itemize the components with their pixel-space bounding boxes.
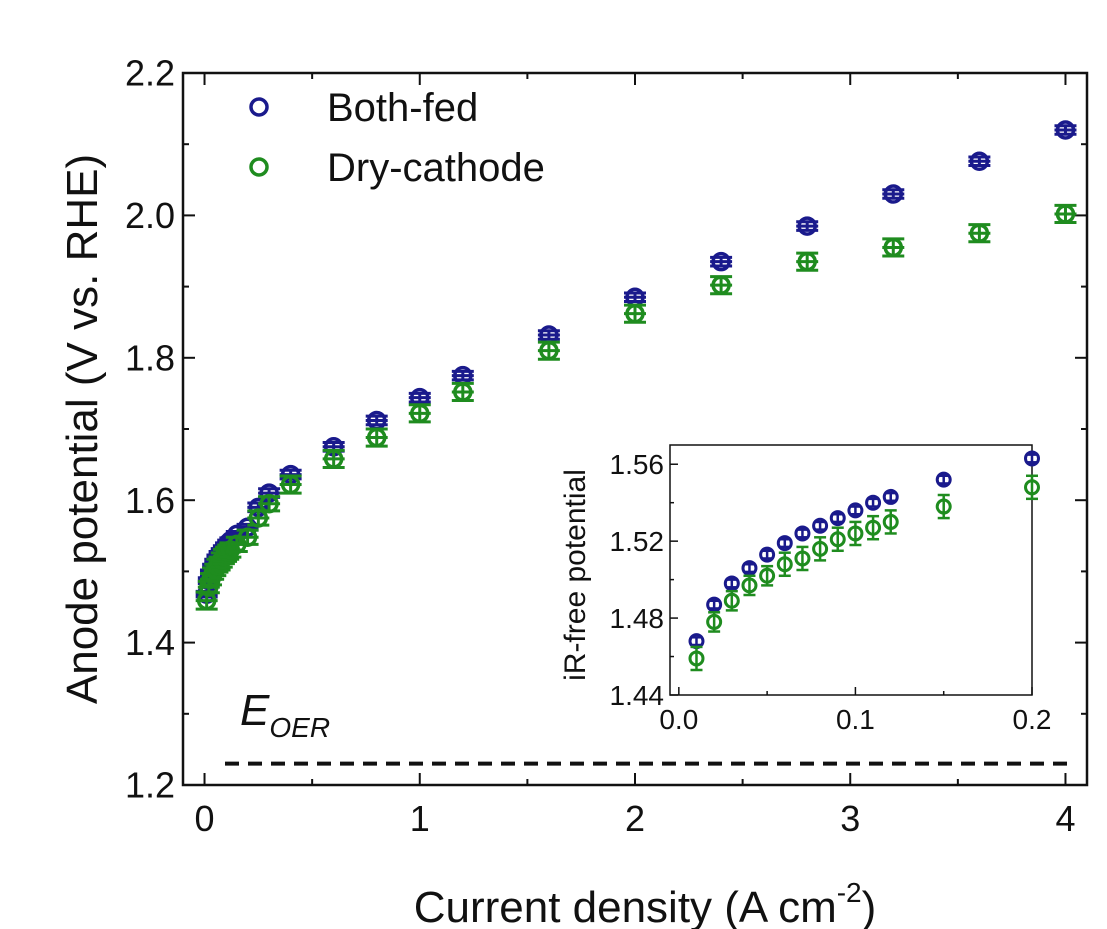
legend-label-both-fed: Both-fed xyxy=(327,86,478,130)
inset-x-tick-label: 0.0 xyxy=(659,704,698,735)
inset-point xyxy=(935,498,952,515)
main-data-marks xyxy=(195,120,1077,611)
main-point xyxy=(711,275,731,295)
main-point xyxy=(323,449,344,469)
inset-series-dry-cathode xyxy=(688,474,1040,672)
inset-point xyxy=(935,471,952,488)
main-point xyxy=(453,382,473,402)
oer-annotation: EOER xyxy=(240,686,330,743)
main-point xyxy=(797,251,817,272)
main-point xyxy=(280,474,301,495)
legend-marker-dry-cathode xyxy=(249,157,269,177)
inset-point xyxy=(759,546,776,563)
main-x-axis-label-close: ) xyxy=(862,883,877,929)
inset-point xyxy=(882,488,899,505)
main-point xyxy=(1055,120,1076,140)
main-x-axis-label-text: Current density (A cm xyxy=(414,883,837,929)
main-y-tick-label: 2.2 xyxy=(125,53,175,94)
inset-y-axis-label: iR-free potential xyxy=(559,469,592,681)
main-axis-ticks: 0 1 2 3 4 1.2 1.4 1.6 1.8 2.0 2.2 xyxy=(125,53,1087,839)
inset-point xyxy=(688,650,705,667)
inset-data-marks xyxy=(688,450,1040,672)
inset-point xyxy=(1024,479,1040,496)
main-point xyxy=(711,251,731,272)
inset-point xyxy=(847,525,864,542)
inset-plot: 0.0 0.1 0.2 1.44 1.48 1.52 1.56 iR-free potent… xyxy=(559,444,1052,735)
main-point xyxy=(969,151,990,172)
main-point xyxy=(237,527,258,547)
main-y-axis-label: Anode potential (V vs. RHE) xyxy=(58,154,107,704)
inset-point xyxy=(865,519,882,536)
main-point xyxy=(883,237,904,258)
main-y-tick-label: 2.0 xyxy=(125,195,175,236)
inset-point xyxy=(759,567,776,584)
inset-point xyxy=(812,517,829,534)
main-point xyxy=(1055,204,1076,224)
main-y-tick-label: 1.2 xyxy=(125,765,175,806)
inset-background xyxy=(670,445,1032,695)
main-point xyxy=(366,427,387,448)
inset-axis-ticks: 0.0 0.1 0.2 1.44 1.48 1.52 1.56 xyxy=(610,449,1052,735)
inset-x-tick-label: 0.2 xyxy=(1013,704,1052,735)
main-x-tick-label: 3 xyxy=(840,798,860,839)
inset-point xyxy=(812,540,829,557)
main-x-axis-label: Current density (A cm-2) xyxy=(414,877,877,929)
main-point xyxy=(625,303,645,324)
main-y-tick-label: 1.8 xyxy=(125,337,175,378)
main-point xyxy=(259,494,279,514)
legend-marker-both-fed xyxy=(249,97,269,117)
main-x-axis-label-sup: -2 xyxy=(837,877,862,908)
main-x-tick-label: 1 xyxy=(410,798,430,839)
inset-point xyxy=(794,525,811,542)
main-point xyxy=(539,340,559,361)
oer-annotation-subscript: OER xyxy=(269,712,330,743)
inset-point xyxy=(723,592,740,609)
inset-point xyxy=(741,577,758,594)
main-plot: 0 1 2 3 4 1.2 1.4 1.6 1.8 2.0 2.2 Anode potential … xyxy=(58,53,1089,929)
inset-y-tick-label: 1.56 xyxy=(610,449,665,480)
inset-point xyxy=(829,531,846,548)
inset-point xyxy=(865,494,882,511)
inset-point xyxy=(847,502,864,519)
inset-point xyxy=(776,535,793,552)
inset-y-tick-label: 1.48 xyxy=(610,603,665,634)
main-y-tick-label: 1.6 xyxy=(125,480,175,521)
legend-label-dry-cathode: Dry-cathode xyxy=(327,146,545,190)
main-series-dry-cathode xyxy=(195,203,1077,611)
inset-point xyxy=(829,510,846,527)
inset-x-tick-label: 0.1 xyxy=(836,704,875,735)
inset-point xyxy=(794,550,811,567)
main-x-tick-label: 4 xyxy=(1055,798,1075,839)
main-point xyxy=(969,223,990,243)
oer-annotation-main: E xyxy=(240,686,270,735)
main-x-tick-label: 2 xyxy=(625,798,645,839)
inset-y-tick-label: 1.52 xyxy=(610,526,665,557)
main-y-tick-label: 1.4 xyxy=(125,622,175,663)
main-point xyxy=(410,403,430,424)
main-x-tick-label: 0 xyxy=(195,798,215,839)
inset-point xyxy=(776,556,793,573)
inset-plot-frame xyxy=(669,444,1033,696)
legend: Both-fed Dry-cathode xyxy=(249,86,545,190)
inset-point xyxy=(1024,450,1040,467)
inset-point xyxy=(706,613,723,630)
main-point xyxy=(797,216,817,236)
inset-y-tick-label: 1.44 xyxy=(610,680,665,711)
main-point xyxy=(883,184,904,204)
inset-point xyxy=(882,513,899,530)
